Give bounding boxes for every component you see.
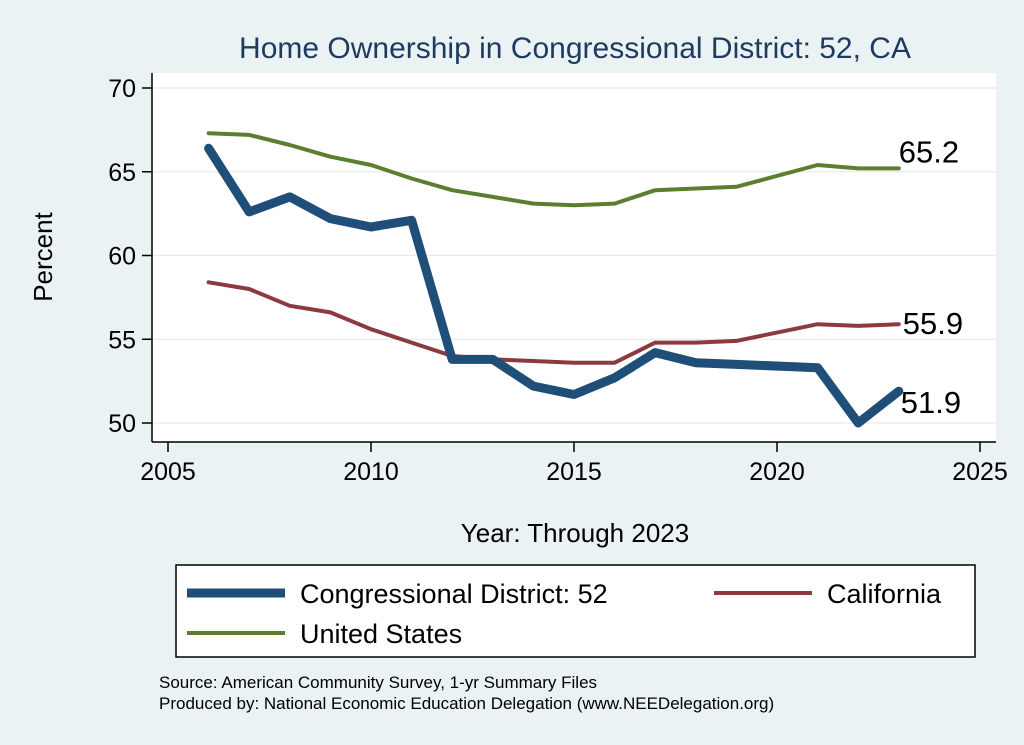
y-axis-ticks: 50 55 60 65 70 xyxy=(108,75,152,438)
series-end-label-0: 51.9 xyxy=(901,385,961,420)
plot-area xyxy=(152,73,996,442)
chart-title: Home Ownership in Congressional District… xyxy=(239,32,911,65)
legend-box xyxy=(175,564,976,658)
series-line-0 xyxy=(204,143,904,428)
series-lines xyxy=(204,131,904,428)
series-line-1 xyxy=(206,280,901,365)
series-end-label-2: 65.2 xyxy=(899,134,959,169)
x-tick-label: 2010 xyxy=(343,458,399,486)
x-axis-label: Year: Through 2023 xyxy=(461,518,689,548)
series-line-2 xyxy=(206,131,901,208)
y-tick-label: 70 xyxy=(108,75,136,103)
x-axis-ticks: 2005 2010 2015 2020 2025 xyxy=(140,442,1008,486)
series-end-label-1: 55.9 xyxy=(903,306,963,341)
legend-label-2: United States xyxy=(300,619,462,649)
x-tick-label: 2015 xyxy=(546,458,602,486)
legend: Congressional District: 52 California Unit… xyxy=(187,579,942,649)
x-tick-label: 2025 xyxy=(952,458,1008,486)
y-tick-label: 65 xyxy=(108,159,136,187)
source-line: Source: American Community Survey, 1-yr … xyxy=(159,673,597,692)
x-tick-label: 2020 xyxy=(749,458,805,486)
y-tick-label: 55 xyxy=(108,326,136,354)
y-tick-label: 50 xyxy=(108,410,136,438)
y-axis-label: Percent xyxy=(28,211,58,301)
series-end-labels: 51.9 55.9 65.2 xyxy=(899,134,963,420)
legend-label-0: Congressional District: 52 xyxy=(300,579,608,609)
legend-label-1: California xyxy=(827,579,942,609)
y-tick-label: 60 xyxy=(108,243,136,271)
x-tick-label: 2005 xyxy=(140,458,196,486)
produced-by-line: Produced by: National Economic Education… xyxy=(159,694,774,713)
